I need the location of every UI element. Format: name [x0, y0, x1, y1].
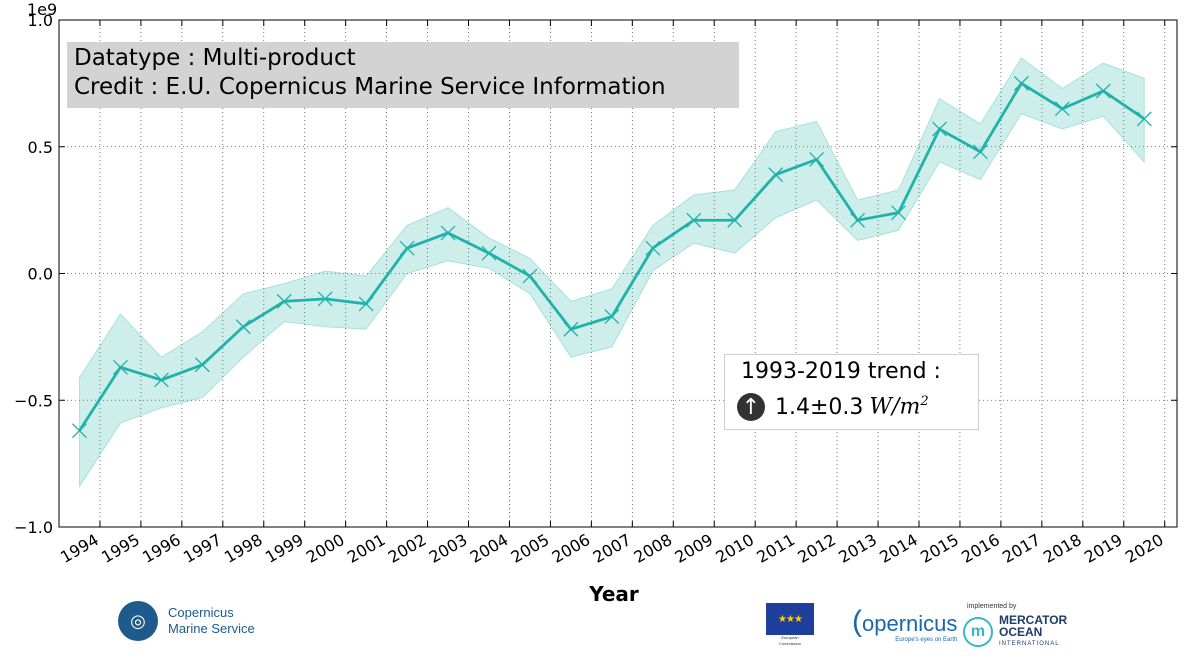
mercator-m-icon: m [963, 617, 993, 647]
dataset-info-box: Datatype : Multi-product Credit : E.U. C… [67, 42, 739, 108]
ec-logo-line2: Commission [778, 641, 801, 646]
credit-text: Credit : E.U. Copernicus Marine Service … [74, 74, 666, 100]
copernicus-logo-name: opernicus [862, 611, 958, 636]
copernicus-marine-logo: ◎ Copernicus Marine Service [118, 601, 255, 641]
axis-exponent-label: 1e9 [27, 0, 57, 19]
y-tick-label: 0.5 [28, 138, 53, 157]
x-tick-label: 1997 [180, 530, 225, 567]
data-point-marker [153, 372, 169, 388]
eu-flag-icon: ★★★ [766, 603, 814, 635]
data-point-marker [481, 245, 497, 261]
x-tick-label: 2010 [712, 530, 757, 567]
data-point-marker [727, 212, 743, 228]
x-tick-label: 2006 [549, 530, 594, 567]
data-point-marker [891, 205, 906, 221]
data-point-marker [645, 240, 661, 256]
data-point-marker [1054, 101, 1070, 117]
data-point-marker [1136, 111, 1152, 127]
x-tick-label: 2005 [508, 530, 553, 567]
data-point-marker [276, 293, 292, 309]
data-point-marker [932, 121, 947, 137]
y-tick-label: −1.0 [14, 518, 53, 537]
arrow-up-icon: ↑ [737, 393, 765, 421]
x-tick-label: 1995 [98, 530, 143, 567]
x-tick-label: 2008 [631, 530, 676, 567]
x-tick-label: 2014 [876, 530, 921, 567]
mercator-logo-line3: INTERNATIONAL [999, 641, 1060, 647]
data-point-marker [1095, 83, 1111, 99]
data-point-marker [317, 291, 333, 307]
x-tick-label: 1994 [57, 530, 102, 567]
x-tick-label: 2009 [671, 530, 716, 567]
x-tick-label: 2017 [999, 530, 1044, 567]
y-tick-label: 1.0 [28, 11, 53, 30]
mercator-ocean-logo: implemented by m MERCATOR OCEAN INTERNAT… [963, 603, 1067, 650]
data-point-marker [399, 240, 415, 256]
copernicus-logo: (opernicus Europe's eyes on Earth [852, 605, 958, 644]
trend-value-row: ↑ 1.4±0.3 W/m2 [737, 393, 929, 421]
mercator-implemented-text: implemented by [967, 603, 1017, 610]
y-axis: −1.0 −0.5 0.0 0.5 1.0 [14, 11, 1177, 537]
copernicus-logo-tagline: Europe's eyes on Earth [895, 637, 958, 643]
x-tick-label: 2004 [467, 530, 512, 567]
trend-title: 1993-2019 trend : [741, 359, 941, 384]
datatype-text: Datatype : Multi-product [74, 45, 356, 71]
x-tick-label: 2011 [753, 530, 798, 567]
data-point-marker [194, 357, 210, 373]
x-tick-label: 1998 [221, 530, 266, 567]
x-tick-label: 2016 [958, 530, 1003, 567]
x-axis-title: Year [588, 582, 639, 606]
x-tick-label: 2019 [1081, 530, 1126, 567]
y-tick-label: 0.0 [28, 265, 53, 284]
ec-logo-line1: European [781, 635, 799, 640]
data-point-marker [686, 212, 702, 228]
x-tick-label: 2002 [385, 530, 430, 567]
x-tick-label: 2015 [917, 530, 962, 567]
x-tick-label: 2001 [344, 530, 389, 567]
data-point-marker [563, 321, 579, 337]
x-tick-label: 2013 [835, 530, 880, 567]
data-point-marker [768, 167, 784, 183]
x-tick-label: 2020 [1122, 530, 1167, 567]
trend-box: 1993-2019 trend : ↑ 1.4±0.3 W/m2 [724, 354, 979, 430]
cmems-logo-line2: Marine Service [168, 621, 255, 636]
data-point-marker [604, 309, 620, 325]
trend-value: 1.4±0.3 [775, 394, 864, 420]
mercator-logo-line1: MERCATOR [999, 613, 1068, 627]
x-tick-label: 2003 [426, 530, 471, 567]
x-tick-label: 2018 [1040, 530, 1085, 567]
cmems-logo-line1: Copernicus [168, 605, 234, 620]
uncertainty-band [78, 57, 1145, 489]
data-point-marker [972, 144, 988, 160]
x-tick-label: 1996 [139, 530, 184, 567]
x-tick-label: 2000 [303, 530, 348, 567]
data-point-marker [358, 296, 374, 312]
data-point-marker [809, 151, 825, 167]
trend-unit: W/m2 [869, 394, 929, 420]
data-point-marker [72, 423, 87, 439]
mercator-logo-line2: OCEAN [999, 625, 1043, 639]
data-point-marker [522, 268, 538, 284]
data-point-marker [850, 212, 866, 228]
data-point-marker [235, 319, 251, 335]
series-markers [72, 75, 1152, 439]
data-point-marker [1013, 75, 1029, 91]
y-tick-label: −0.5 [14, 391, 53, 410]
x-tick-label: 2007 [590, 530, 635, 567]
data-point-marker [112, 359, 128, 375]
x-tick-label: 1999 [262, 530, 307, 567]
x-tick-label: 2012 [794, 530, 839, 567]
european-commission-logo: ★★★ European Commission [766, 603, 814, 653]
data-point-marker [440, 225, 456, 241]
fish-icon: ◎ [118, 601, 158, 641]
